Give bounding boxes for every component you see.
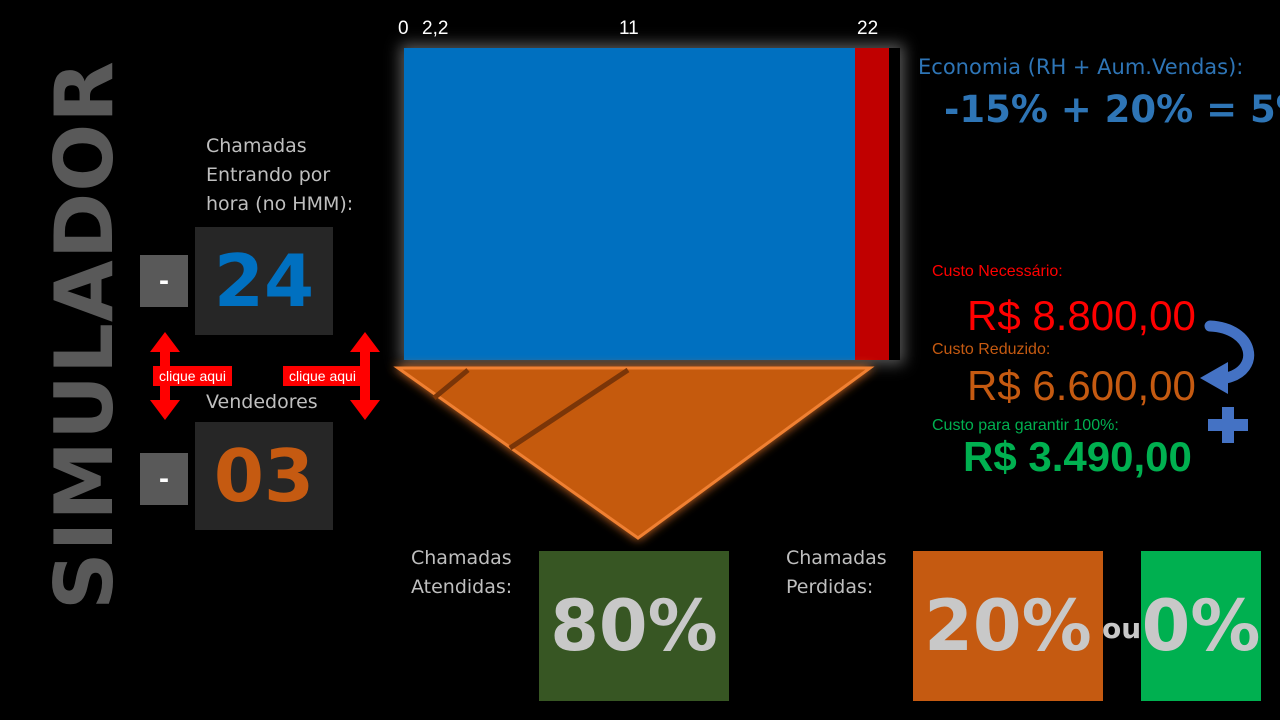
funnel-shape <box>393 366 875 540</box>
funnel-graphic <box>393 366 875 540</box>
sellers-label: Vendedores <box>206 391 318 413</box>
alt-percent: 0% <box>1141 551 1261 701</box>
chart-bar-capacity <box>404 48 855 360</box>
chart-axis: 0 2,2 11 22 <box>0 18 1280 44</box>
reduced-cost-label: Custo Reduzido: <box>932 341 1051 358</box>
lost-percent: 20% <box>913 551 1103 701</box>
calls-hint-button[interactable]: clique aqui <box>153 366 232 386</box>
curved-arrow-icon <box>1200 320 1255 394</box>
calls-label: Chamadas Entrando por hora (no HMM): <box>206 135 354 215</box>
sellers-value: 03 <box>195 422 333 530</box>
sellers-decrement-button[interactable]: - <box>140 453 188 505</box>
economy-label: Economia (RH + Aum.Vendas): <box>918 55 1244 79</box>
answered-label: Chamadas Atendidas: <box>411 547 513 598</box>
lost-label: Chamadas Perdidas: <box>786 547 887 598</box>
required-cost-label: Custo Necessário: <box>932 263 1063 280</box>
axis-tick-label: 11 <box>619 18 639 39</box>
economy-formula: -15% + 20% = 5% <box>944 88 1280 131</box>
chart-bar-overflow <box>854 48 889 360</box>
axis-tick-label: 22 <box>857 18 879 39</box>
required-cost-value: R$ 8.800,00 <box>967 292 1196 339</box>
simulator-title: SIMULADOR <box>38 60 131 610</box>
calls-decrement-button[interactable]: - <box>140 255 188 307</box>
axis-tick-label: 2,2 <box>422 18 449 39</box>
reduced-cost-value: R$ 6.600,00 <box>967 362 1196 409</box>
sellers-hint-button[interactable]: clique aqui <box>283 366 362 386</box>
guarantee-cost-label: Custo para garantir 100%: <box>932 417 1119 434</box>
plus-icon <box>1208 407 1248 443</box>
calls-value: 24 <box>195 227 333 335</box>
axis-tick-label: 0 <box>398 18 409 39</box>
sellers-arrow-icon[interactable] <box>348 330 382 422</box>
or-label: ou <box>1102 612 1142 645</box>
guarantee-cost-value: R$ 3.490,00 <box>963 433 1192 480</box>
capacity-chart <box>404 48 900 360</box>
answered-percent: 80% <box>539 551 729 701</box>
